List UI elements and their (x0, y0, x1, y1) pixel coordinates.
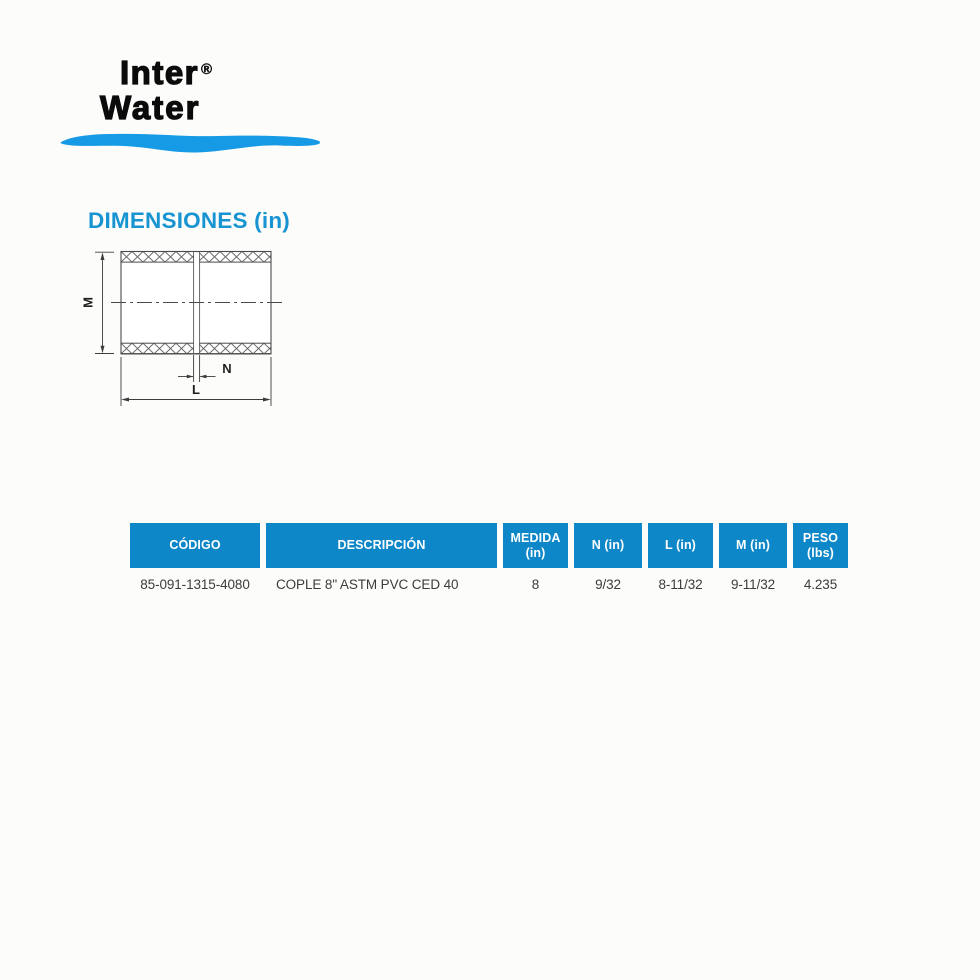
section-title: DIMENSIONES (in) (88, 208, 290, 233)
column-header-l: L (in) (648, 523, 713, 568)
cell-codigo: 85-091-1315-4080 (140, 577, 250, 592)
dimension-m (95, 251, 114, 354)
dimension-l (120, 357, 272, 406)
column-header-medida: MEDIDA (in) (503, 523, 568, 568)
logo-word-water: Water (99, 88, 201, 126)
spec-table: CÓDIGO DESCRIPCIÓN MEDIDA (in) N (in) L (… (130, 523, 848, 601)
cell-l: 8-11/32 (658, 577, 703, 592)
column-header-m: M (in) (719, 523, 787, 568)
cell-descripcion: COPLE 8" ASTM PVC CED 40 (276, 577, 459, 592)
column-header-descripcion: DESCRIPCIÓN (266, 523, 497, 568)
cell-n: 9/32 (595, 577, 621, 592)
dimension-n (178, 355, 216, 382)
brand-logo: Inter ® Water (99, 53, 213, 127)
dimension-n-label: N (222, 361, 231, 376)
coupling-dimension-drawing: M N L (80, 250, 282, 406)
dimension-l-label: L (192, 382, 200, 397)
logo-word-inter: Inter ® (119, 53, 213, 92)
table-row: 85-091-1315-4080 COPLE 8" ASTM PVC CED 4… (130, 568, 848, 601)
cell-peso: 4.235 (803, 577, 838, 592)
table-header-row: CÓDIGO DESCRIPCIÓN MEDIDA (in) N (in) L (… (130, 523, 848, 568)
logo-inter-text: Inter (119, 53, 200, 91)
column-header-n: N (in) (574, 523, 642, 568)
cell-m: 9-11/32 (730, 577, 776, 592)
column-header-codigo: CÓDIGO (130, 523, 260, 568)
column-header-peso: PESO (lbs) (793, 523, 848, 568)
logo-swoosh-icon (60, 133, 321, 153)
cell-medida: 8 (531, 577, 540, 592)
registered-trademark-icon: ® (201, 61, 213, 78)
swoosh-shape (60, 133, 321, 153)
dimension-m-label: M (80, 297, 95, 308)
